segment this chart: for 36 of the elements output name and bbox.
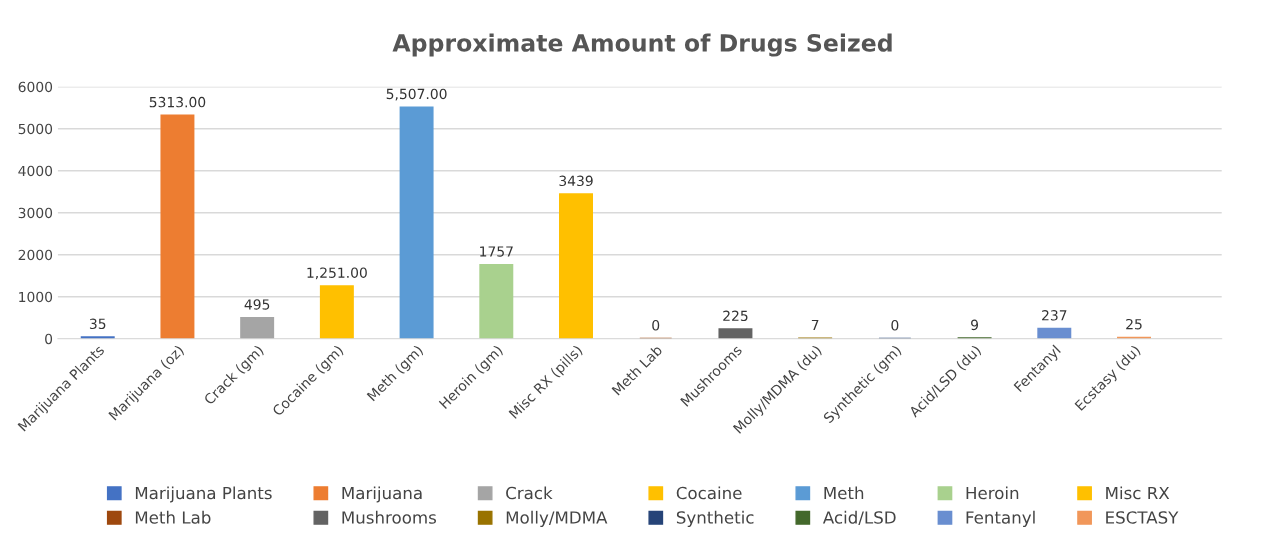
legend-label: Molly/MDMA (506, 510, 608, 527)
legend-label: Acid/LSD (822, 510, 896, 526)
data-label: 225 (723, 310, 748, 322)
data-label: 25 (1126, 318, 1142, 330)
y-tick-label: 5000 (18, 123, 53, 135)
legend-label: Synthetic (676, 510, 754, 527)
data-label: 5,507.00 (386, 88, 447, 101)
data-label: 3439 (559, 175, 593, 187)
data-label: 1,251.00 (307, 267, 367, 280)
data-label: 0 (891, 320, 899, 331)
legend-label: Meth Lab (135, 510, 211, 524)
legend-label: Misc RX (1106, 486, 1170, 500)
y-tick-label: 1000 (19, 291, 53, 303)
data-label: 1757 (480, 246, 513, 257)
legend-label: Mushrooms (342, 510, 437, 524)
legend-label: ESCTASY (1106, 511, 1179, 524)
data-label: 35 (89, 318, 106, 330)
legend-label: Meth (824, 486, 864, 500)
data-label: 0 (652, 320, 660, 331)
y-tick-label: 6000 (18, 81, 53, 93)
data-label: 237 (1042, 310, 1067, 321)
legend-label: Heroin (966, 486, 1019, 500)
legend-label: Marijuana Plants (135, 486, 272, 503)
data-label: 495 (244, 299, 270, 310)
data-label: 9 (971, 319, 979, 331)
y-tick-label: 3000 (18, 207, 53, 219)
data-label: 7 (811, 319, 819, 331)
legend-label: Fentanyl (966, 510, 1035, 527)
y-tick-label: 4000 (18, 165, 53, 177)
legend-label: Cocaine (676, 486, 742, 500)
legend-label: Marijuana (342, 486, 422, 503)
data-label: 5313.00 (149, 96, 206, 108)
legend-label: Crack (506, 486, 553, 500)
chart-title: Approximate Amount of Drugs Seized (392, 33, 892, 57)
y-tick-label: 2000 (18, 249, 53, 261)
y-tick-label: 0 (45, 333, 53, 345)
